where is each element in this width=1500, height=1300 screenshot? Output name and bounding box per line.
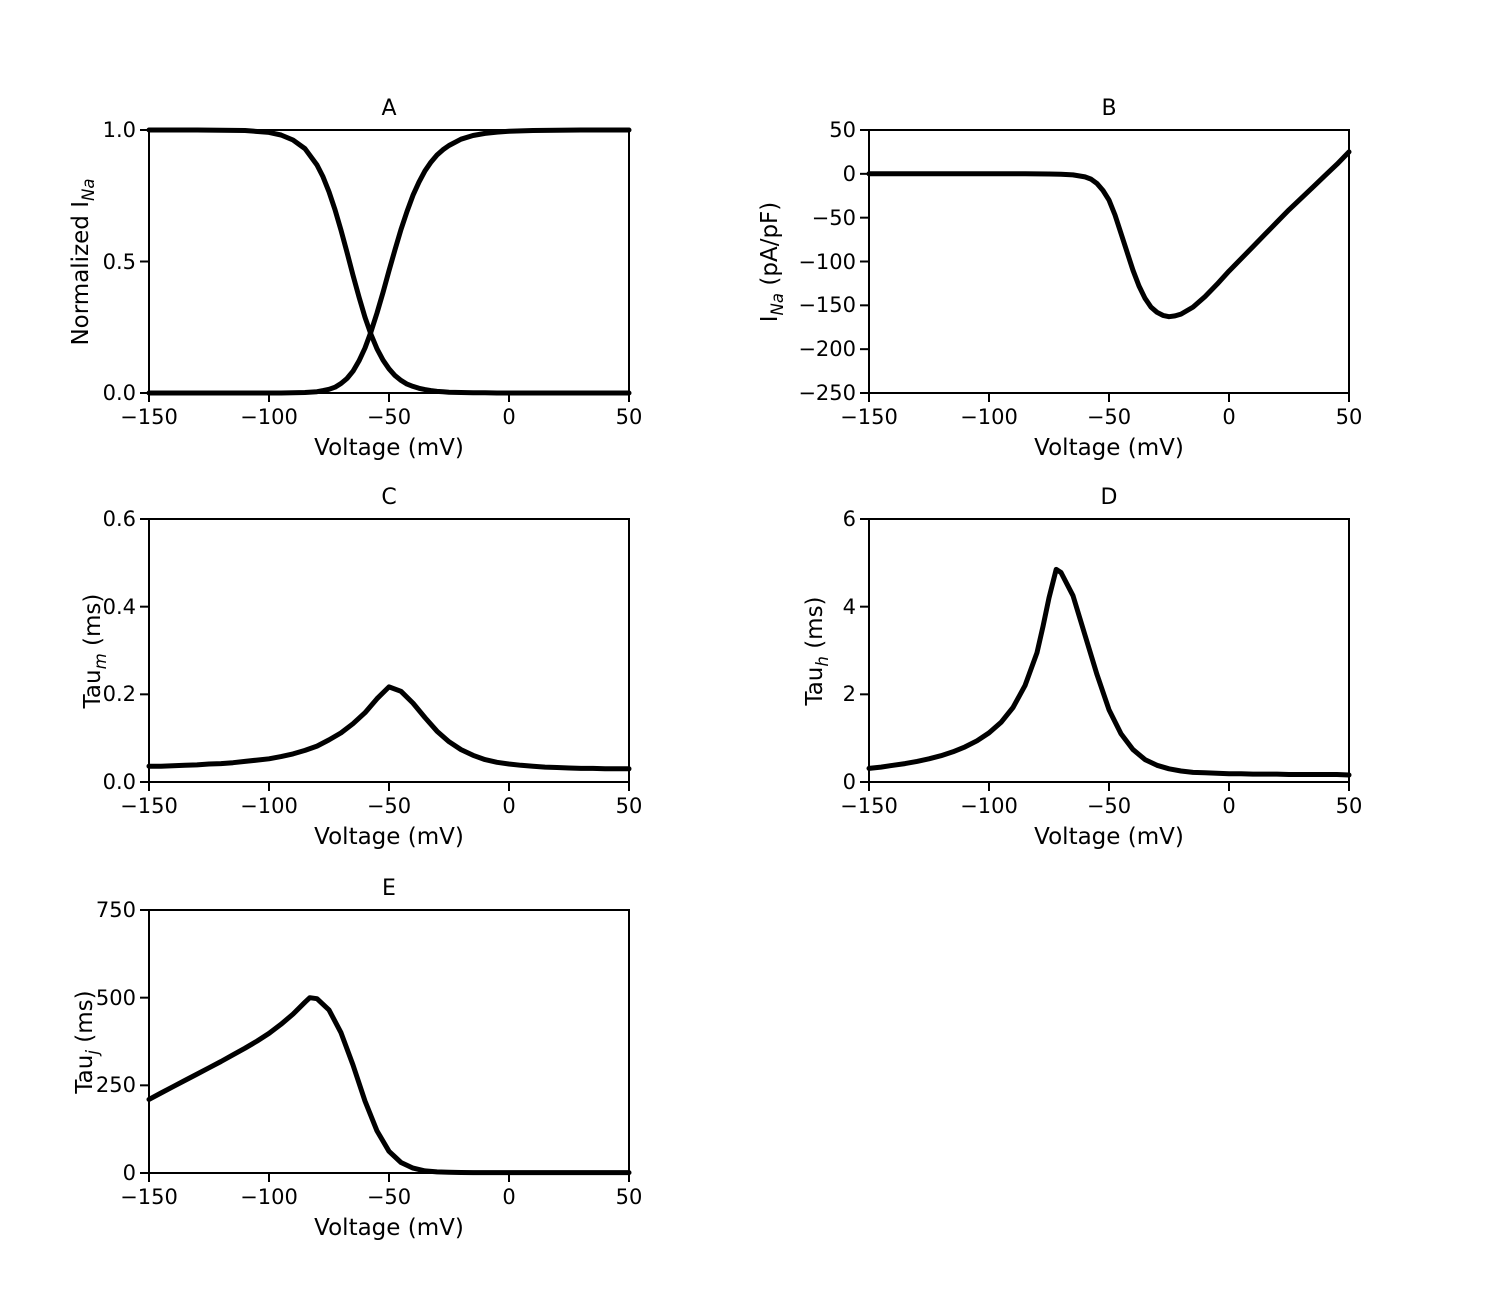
- y-tick-label: 0.2: [102, 682, 136, 707]
- y-tick-label: 500: [95, 985, 136, 1010]
- axes-frame: [148, 129, 630, 394]
- y-tick-label: 0: [842, 770, 856, 794]
- x-tick-label: −50: [366, 794, 412, 818]
- panel-e: E Tauj (ms) Voltage (mV) −150 −100 −50 0 50 0…: [72, 876, 642, 1241]
- curve-tau-m: [146, 684, 632, 772]
- x-tick-label: −100: [960, 405, 1018, 429]
- x-tick-label: 50: [615, 794, 643, 818]
- axes-frame: [148, 518, 630, 783]
- x-tick-label: −100: [960, 794, 1018, 818]
- x-tick-label: −150: [840, 794, 898, 818]
- y-tick-label: 0: [842, 161, 856, 186]
- panel-b-title: B: [1101, 96, 1117, 121]
- x-tick-label: −150: [120, 794, 178, 818]
- y-tick-label: −200: [798, 337, 856, 362]
- y-tick-label: 6: [842, 507, 856, 531]
- y-tick-label: 4: [842, 594, 856, 619]
- x-tick-label: −50: [366, 405, 412, 429]
- y-tick-label: 0.5: [102, 249, 136, 274]
- x-tick-label: −150: [840, 405, 898, 429]
- curve-peak-current-voltage-relation: [866, 149, 1352, 320]
- panel-b-x-axis-label: Voltage (mV): [1034, 435, 1184, 461]
- y-tick-label: −250: [798, 381, 856, 405]
- y-tick-label: 0: [122, 1161, 136, 1185]
- y-tick-label: 0.0: [102, 770, 136, 794]
- x-tick-label: −150: [120, 1185, 178, 1209]
- curve-steady-state-inactivation: [146, 127, 632, 396]
- panel-d-plot-area: [860, 518, 1352, 791]
- x-tick-label: 0: [502, 405, 516, 429]
- panel-e-plot-area: [140, 909, 632, 1182]
- panel-c-x-axis-label: Voltage (mV): [314, 824, 464, 850]
- x-tick-label: −50: [1086, 405, 1132, 429]
- panel-a-title: A: [381, 96, 397, 121]
- panel-c-plot-area: [140, 518, 632, 791]
- panel-c: C Taum (ms) Voltage (mV) −150 −100 −50 0 50 0…: [80, 485, 642, 850]
- panel-b-y-axis-label: INa (pA/pF): [757, 201, 787, 322]
- x-tick-label: 0: [502, 1185, 516, 1209]
- x-tick-label: −100: [240, 794, 298, 818]
- y-tick-label: 0.4: [102, 594, 136, 619]
- panel-c-title: C: [381, 485, 397, 510]
- panel-b-plot-area: [860, 129, 1352, 402]
- panel-d-y-axis-label: Tauh (ms): [802, 595, 832, 706]
- y-tick-label: 50: [829, 118, 856, 142]
- panel-d-x-axis-label: Voltage (mV): [1034, 824, 1184, 850]
- y-tick-label: 0.6: [102, 507, 136, 531]
- x-tick-label: −100: [240, 1185, 298, 1209]
- panel-e-x-axis-label: Voltage (mV): [314, 1215, 464, 1241]
- y-tick-label: 2: [842, 682, 856, 707]
- x-tick-label: −50: [366, 1185, 412, 1209]
- curve-steady-state-activation: [146, 127, 632, 396]
- panel-d: D Tauh (ms) Voltage (mV) −150 −100 −50 0 50 0…: [802, 485, 1362, 850]
- x-tick-label: 50: [615, 405, 643, 429]
- axes-frame: [148, 909, 630, 1174]
- panel-a-y-axis-label: Normalized INa: [68, 177, 98, 346]
- x-tick-label: −150: [120, 405, 178, 429]
- panel-b: B INa (pA/pF) Voltage (mV) −150 −100 −50 0 5…: [757, 96, 1362, 461]
- panel-a-x-axis-label: Voltage (mV): [314, 435, 464, 461]
- panel-a: A Normalized INa Voltage (mV) −150 −100 −5…: [68, 96, 642, 461]
- y-tick-label: −100: [798, 249, 856, 274]
- x-tick-label: 50: [1335, 794, 1363, 818]
- x-tick-label: 50: [615, 1185, 643, 1209]
- y-tick-label: 750: [95, 898, 136, 922]
- panel-a-plot-area: [140, 127, 632, 402]
- curve-tau-h: [866, 566, 1352, 778]
- x-tick-label: 0: [502, 794, 516, 818]
- x-tick-label: −100: [240, 405, 298, 429]
- axes-frame: [868, 129, 1350, 394]
- x-tick-label: −50: [1086, 794, 1132, 818]
- x-tick-label: 0: [1222, 794, 1236, 818]
- y-tick-label: 250: [95, 1073, 136, 1098]
- x-tick-label: 0: [1222, 405, 1236, 429]
- curve-tau-j: [146, 995, 632, 1176]
- y-tick-label: 1.0: [102, 118, 136, 142]
- axes-frame: [868, 518, 1350, 783]
- panel-d-title: D: [1100, 485, 1118, 510]
- y-tick-label: −50: [811, 205, 856, 230]
- y-tick-label: −150: [798, 293, 856, 318]
- panel-e-title: E: [382, 876, 396, 901]
- y-tick-label: 0.0: [102, 381, 136, 405]
- x-tick-label: 50: [1335, 405, 1363, 429]
